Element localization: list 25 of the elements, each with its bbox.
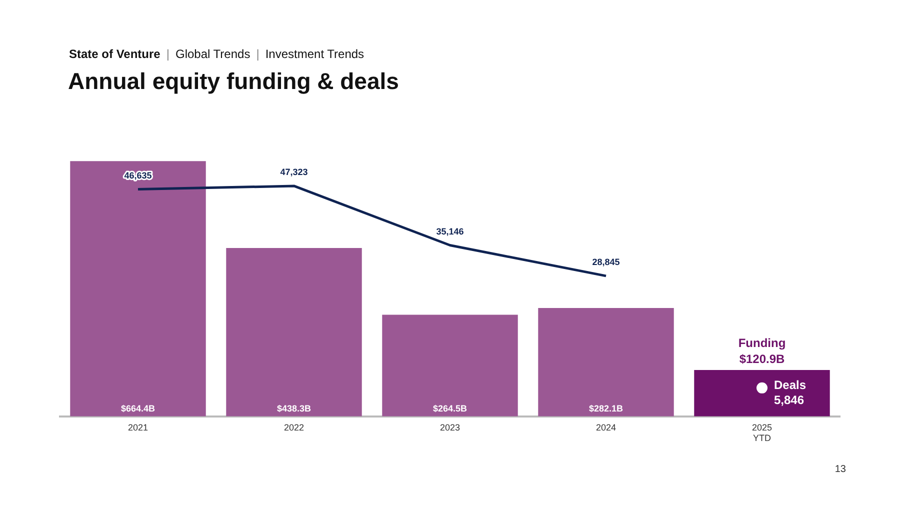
bar [226, 248, 362, 416]
bar [694, 370, 830, 416]
chart-subtitle: State of Venture | Global Trends | Investment Trends [69, 47, 364, 61]
data-label: $120.9B [739, 352, 786, 366]
data-label: $264.5B [432, 403, 468, 414]
text: 13 [834, 464, 846, 475]
x-tick-label: 2022 [284, 422, 304, 432]
x-tick-label: 2023 [440, 422, 460, 432]
data-label: 5,846 [774, 392, 804, 407]
data-label: 47,323 [280, 166, 308, 177]
x-tick-label: 2021 [128, 422, 148, 432]
x-tick-label: 2025 YTD [752, 422, 772, 444]
data-label: 35,146 [436, 226, 464, 236]
series-label: Funding [738, 336, 786, 350]
data-label: 46,635 [124, 170, 152, 180]
chart-title: Annual equity funding & deals [68, 68, 399, 95]
data-label: 28,845 [592, 256, 620, 267]
data-label: $664.4B [120, 403, 156, 414]
series-label: Deals [774, 378, 806, 392]
x-tick-label: 2024 [596, 422, 616, 432]
bar [382, 314, 518, 416]
data-label: $438.3B [276, 403, 312, 414]
bar [538, 308, 674, 416]
data-label: $282.1B [588, 403, 624, 414]
bar [70, 161, 206, 416]
